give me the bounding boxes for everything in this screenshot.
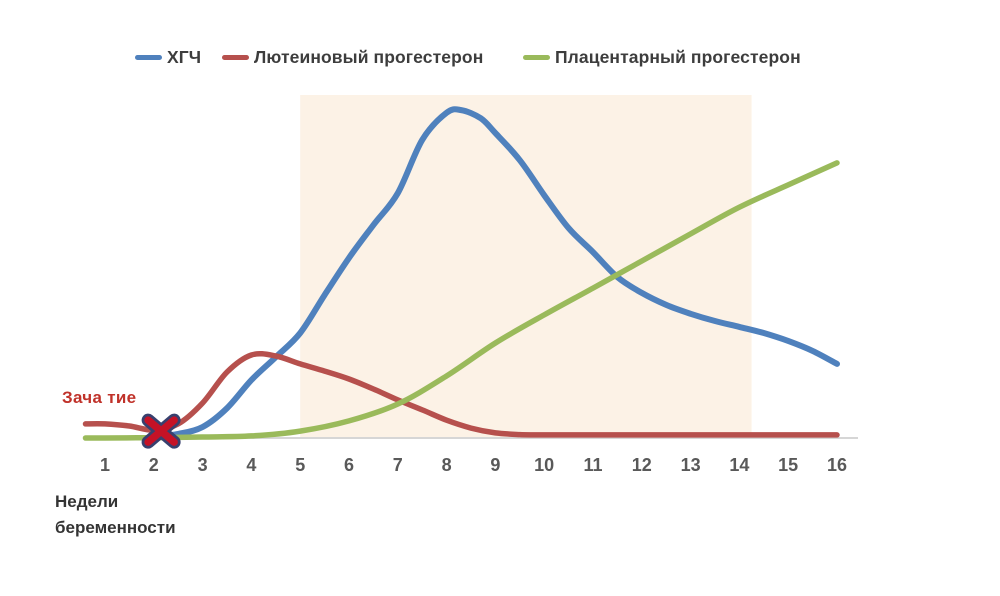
- x-axis-title: Недели беременности: [55, 489, 176, 542]
- conception-x-marker: [144, 416, 178, 446]
- series-line-hcg: [150, 106, 840, 440]
- x-tick-label: 16: [827, 455, 847, 475]
- series-line-placental-progesterone: [82, 160, 840, 441]
- legend-swatch-hcg: [135, 54, 162, 60]
- x-tick-label: 5: [295, 455, 305, 475]
- legend-swatch-placental-progesterone: [523, 54, 550, 60]
- x-tick-label: 10: [534, 455, 554, 475]
- legend-item-hcg: ХГЧ: [135, 44, 201, 70]
- legend-swatch-luteal-progesterone: [222, 54, 249, 60]
- x-tick-label: 1: [100, 455, 110, 475]
- x-axis-title-line2: беременности: [55, 518, 176, 538]
- x-tick-label: 11: [583, 455, 602, 475]
- x-tick-label: 3: [198, 455, 208, 475]
- series-line-luteal-progesterone: [82, 350, 840, 438]
- x-tick-label: 9: [490, 455, 500, 475]
- highlight-region: [300, 95, 752, 438]
- x-axis-title-line1: Недели: [55, 492, 119, 511]
- legend-label-placental-progesterone: Плацентарный прогестерон: [555, 46, 801, 67]
- x-tick-label: 13: [681, 455, 701, 475]
- legend: ХГЧ Лютеиновый прогестерон Плацентарный …: [0, 44, 1000, 70]
- legend-label-hcg: ХГЧ: [167, 46, 202, 67]
- legend-label-luteal-progesterone: Лютеиновый прогестерон: [254, 46, 484, 67]
- x-tick-label: 15: [778, 455, 798, 475]
- conception-annotation-label: Зача тие: [62, 388, 137, 407]
- x-tick-label: 8: [442, 455, 452, 475]
- x-tick-label: 6: [344, 455, 354, 475]
- x-tick-label: 2: [149, 455, 159, 475]
- x-tick-label: 12: [632, 455, 652, 475]
- legend-item-luteal-progesterone: Лютеиновый прогестерон: [222, 44, 483, 70]
- x-tick-label: 4: [246, 455, 256, 475]
- x-tick-label: 14: [729, 455, 749, 475]
- x-tick-label: 7: [393, 455, 403, 475]
- legend-item-placental-progesterone: Плацентарный прогестерон: [523, 44, 801, 70]
